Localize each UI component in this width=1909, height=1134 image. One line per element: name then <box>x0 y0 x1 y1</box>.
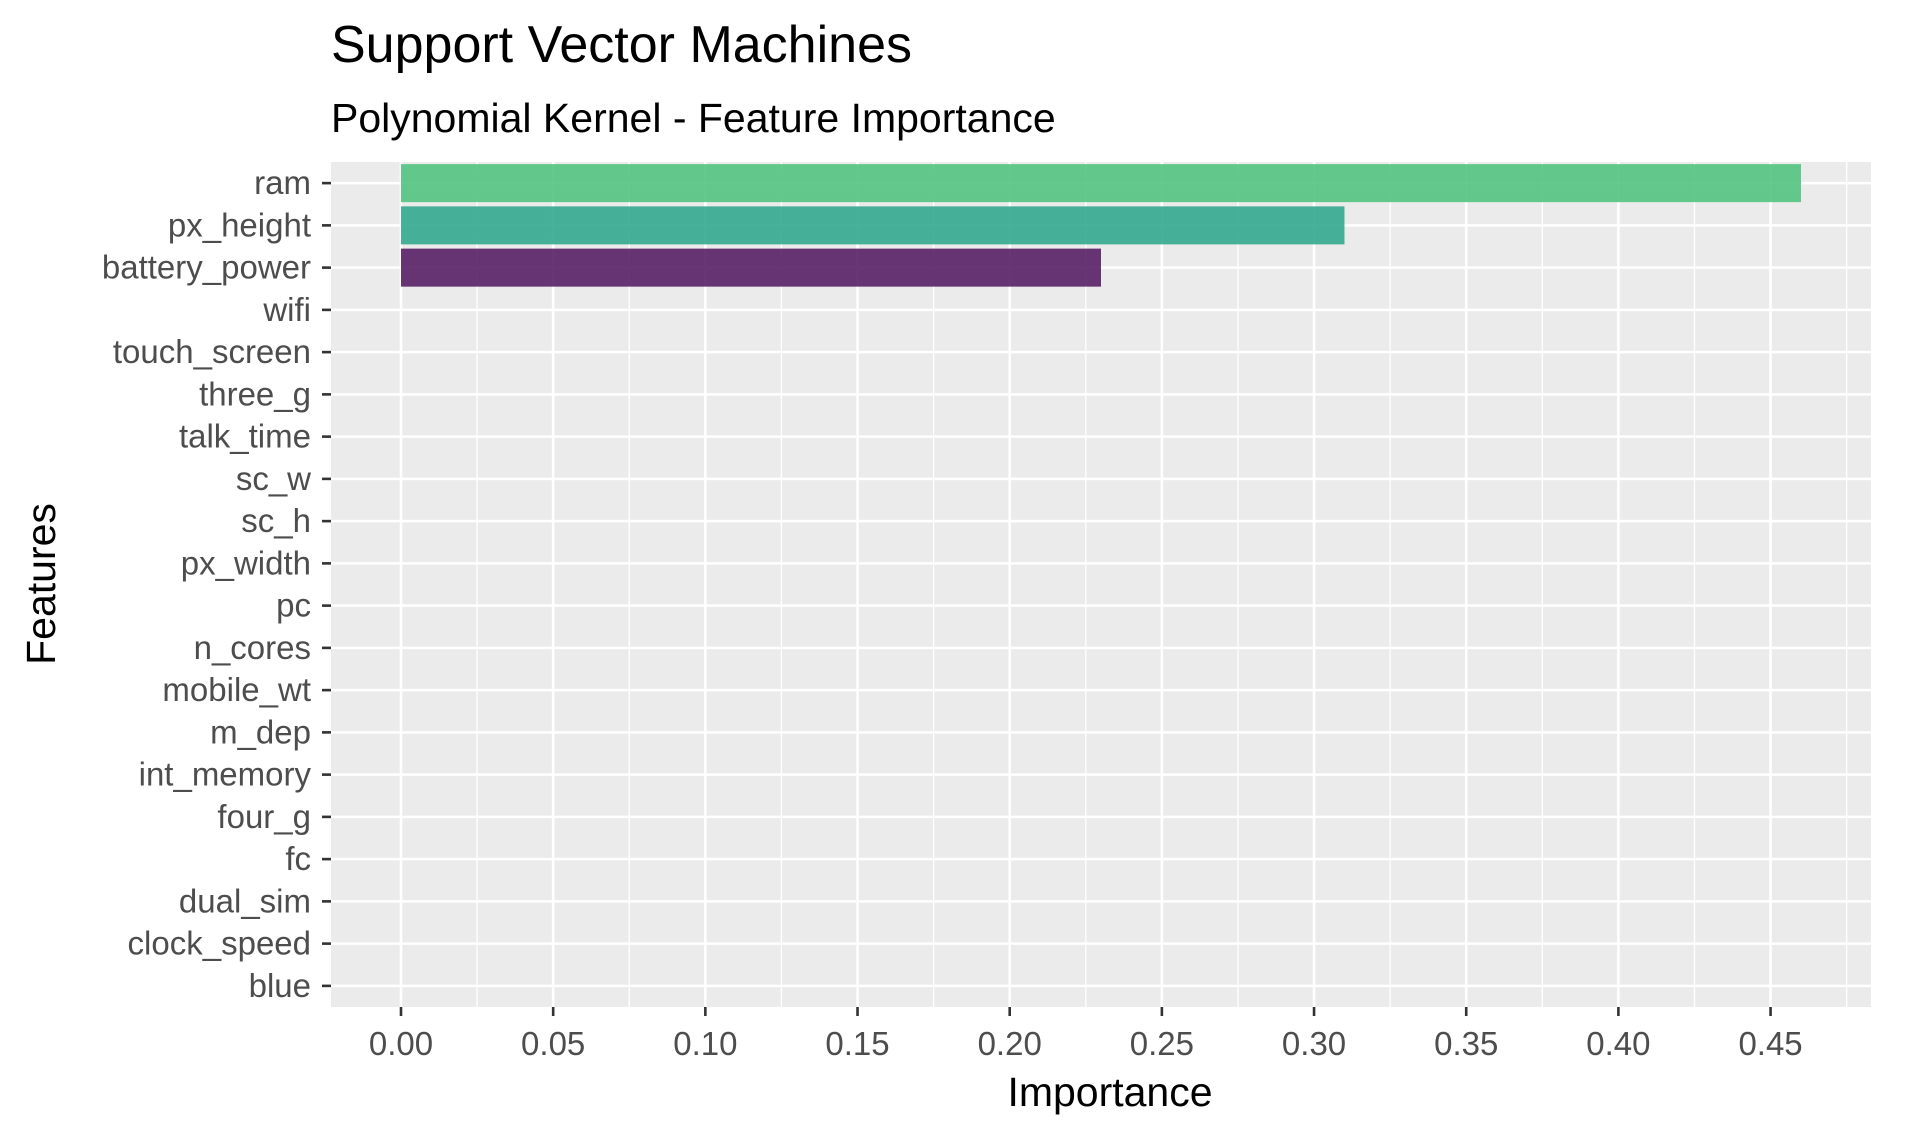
y-tick-label: four_g <box>217 798 311 835</box>
y-tick-label: blue <box>249 967 311 1004</box>
y-tick-label: touch_screen <box>113 333 311 370</box>
bar-battery_power <box>401 248 1101 287</box>
x-tick-label: 0.25 <box>1130 1025 1194 1062</box>
x-tick-label: 0.00 <box>369 1025 433 1062</box>
x-tick-label: 0.30 <box>1282 1025 1346 1062</box>
x-tick-label: 0.10 <box>673 1025 737 1062</box>
major-gridlines <box>331 162 1871 1007</box>
y-tick-label: pc <box>276 587 311 624</box>
minor-gridlines <box>476 162 1848 1007</box>
y-tick-label: fc <box>285 840 311 877</box>
y-tick-label: sc_h <box>241 502 311 539</box>
x-tick-label: 0.35 <box>1434 1025 1498 1062</box>
bars <box>401 164 1801 287</box>
y-tick-label: dual_sim <box>179 882 311 919</box>
y-tick-label: battery_power <box>102 249 311 286</box>
x-axis-title: Importance <box>1007 1069 1212 1115</box>
y-tick-label: three_g <box>199 375 311 412</box>
y-tick-label: m_dep <box>210 713 311 750</box>
y-tick-label: px_width <box>181 544 311 581</box>
y-tick-label: wifi <box>262 291 311 328</box>
bar-px_height <box>401 206 1345 245</box>
x-tick-label: 0.05 <box>521 1025 585 1062</box>
y-tick-label: int_memory <box>139 756 312 793</box>
plot-panel <box>331 162 1871 1007</box>
y-axis-title: Features <box>18 503 64 665</box>
y-tick-label: talk_time <box>179 418 311 455</box>
x-tick-label: 0.15 <box>825 1025 889 1062</box>
chart-subtitle: Polynomial Kernel - Feature Importance <box>331 95 1056 141</box>
x-tick-label: 0.45 <box>1738 1025 1802 1062</box>
bar-ram <box>401 164 1801 203</box>
x-axis: 0.00 0.05 0.10 0.15 0.20 0.25 0.30 0.35 0.40 0.45 <box>369 1007 1803 1062</box>
y-tick-label: clock_speed <box>128 925 311 962</box>
y-tick-label: px_height <box>168 206 311 243</box>
y-tick-label: ram <box>254 164 311 201</box>
y-tick-label: sc_w <box>236 460 311 497</box>
chart-title: Support Vector Machines <box>331 16 912 74</box>
y-tick-label: mobile_wt <box>162 671 311 708</box>
x-tick-label: 0.40 <box>1586 1025 1650 1062</box>
y-tick-label: n_cores <box>194 629 311 666</box>
x-tick-label: 0.20 <box>978 1025 1042 1062</box>
